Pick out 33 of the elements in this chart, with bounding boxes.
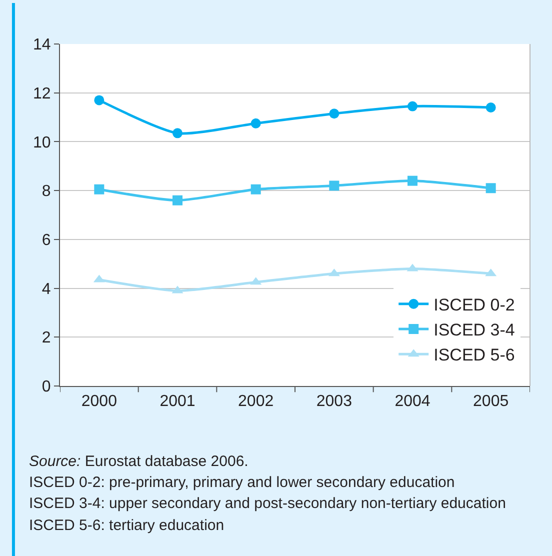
y-tick-label: 10 — [33, 134, 51, 152]
text: ISCED 0-2: pre-primary, primary and lower secondary education — [29, 474, 455, 491]
y-tick-label: 12 — [33, 85, 51, 102]
x-tick-label: 2002 — [238, 393, 274, 410]
point — [408, 101, 418, 112]
y-tick-label: 8 — [42, 183, 51, 200]
text: ISCED 5-6: tertiary education — [29, 517, 224, 534]
point — [94, 184, 104, 194]
y-tick-label: 14 — [33, 36, 51, 54]
point — [486, 102, 496, 113]
text: ISCED 3-4: upper secondary and post-secondary non-tertiary education — [29, 495, 506, 512]
source-note: Source: Eurostat database 2006. — [29, 453, 248, 470]
y-tick-label: 0 — [42, 378, 51, 396]
point — [486, 183, 496, 194]
legend-label: ISCED 3-4 — [434, 320, 515, 340]
y-tick-label: 4 — [42, 280, 51, 298]
x-tick-label: 2000 — [81, 393, 118, 410]
point — [408, 176, 418, 186]
point — [329, 180, 340, 191]
point — [250, 184, 261, 194]
x-tick-label: 2001 — [160, 393, 196, 410]
point — [329, 108, 340, 119]
x-tick-label: 2005 — [473, 393, 509, 410]
point — [250, 118, 261, 128]
legend-label: ISCED 0-2 — [434, 296, 515, 314]
point — [172, 195, 182, 206]
y-tick-label: 2 — [42, 330, 51, 347]
point — [172, 128, 182, 138]
x-tick-label: 2004 — [394, 393, 430, 410]
y-tick-label: 6 — [42, 232, 51, 250]
point — [94, 95, 104, 106]
legend-label: ISCED 5-6 — [434, 346, 515, 365]
x-tick-label: 2003 — [316, 393, 352, 410]
